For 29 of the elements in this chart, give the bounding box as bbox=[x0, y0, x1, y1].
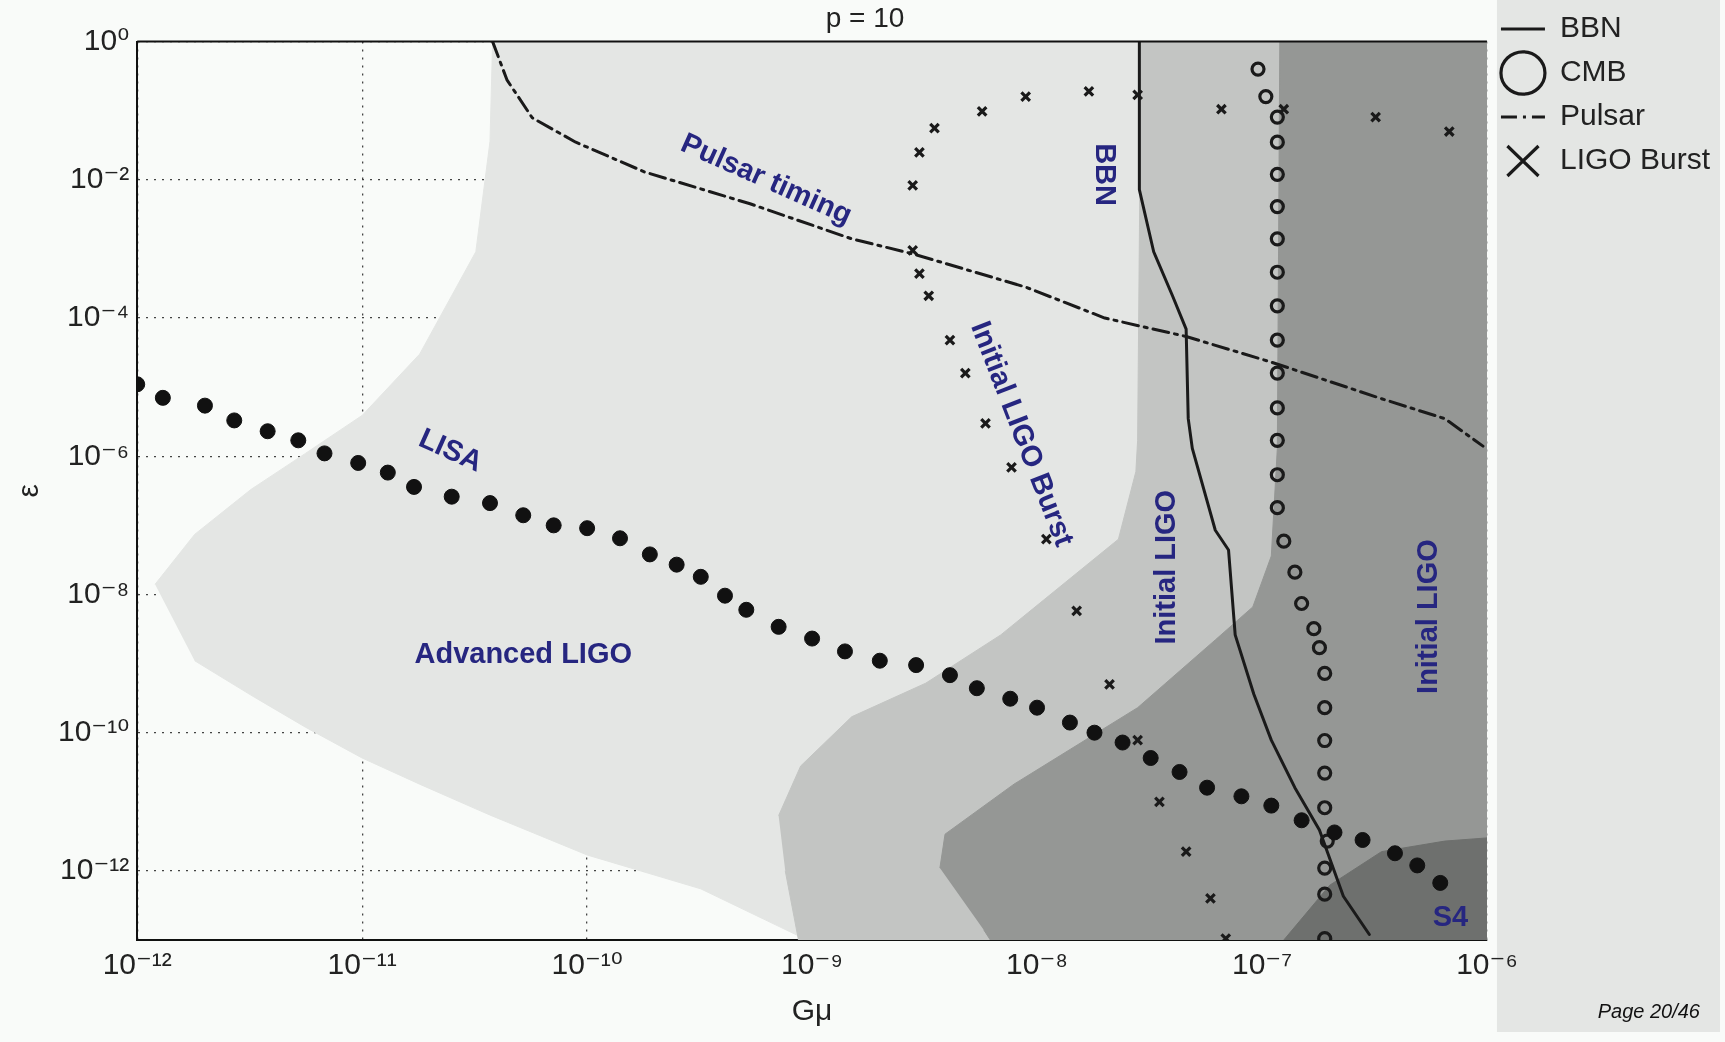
x-tick-label: 10⁻¹² bbox=[102, 947, 172, 981]
x-tick-label: 10⁻⁹ bbox=[781, 947, 844, 981]
annotation: Initial LIGO Burst bbox=[965, 316, 1082, 551]
annotation: LISA bbox=[414, 421, 488, 478]
text: Page 20/46 bbox=[1597, 999, 1701, 1022]
y-tick-label: 10⁻⁸ bbox=[67, 575, 130, 609]
x-tick-label: 10⁻¹⁰ bbox=[551, 947, 623, 981]
y-tick-label: 10⁻² bbox=[70, 161, 130, 195]
legend-label: Pulsar bbox=[1559, 98, 1645, 132]
x-tick-label: 10⁻¹¹ bbox=[327, 947, 397, 981]
annotation: S4 bbox=[1432, 899, 1469, 932]
y-tick-label: 10⁰ bbox=[83, 22, 130, 56]
y-tick-label: 10⁻¹⁰ bbox=[57, 713, 130, 747]
x-tick-label: 10⁻⁶ bbox=[1456, 947, 1518, 981]
legend-label: CMB bbox=[1559, 54, 1627, 88]
annotation: BBN bbox=[1089, 143, 1122, 206]
annotation: Advanced LIGO bbox=[414, 637, 633, 670]
y-tick-label: 10⁻¹² bbox=[60, 852, 130, 886]
annotation: Initial LIGO bbox=[1149, 489, 1182, 645]
x-axis-title: Gμ bbox=[791, 993, 833, 1027]
y-axis-title: ε bbox=[11, 484, 45, 498]
y-tick-label: 10⁻⁶ bbox=[67, 437, 130, 471]
chart-title: p = 10 bbox=[825, 1, 905, 33]
annotation: Initial LIGO bbox=[1410, 539, 1443, 694]
x-tick-label: 10⁻⁸ bbox=[1006, 947, 1068, 981]
legend-label: LIGO Burst bbox=[1559, 142, 1711, 176]
legend-label: BBN bbox=[1559, 10, 1622, 44]
x-tick-label: 10⁻⁷ bbox=[1231, 947, 1293, 981]
y-tick-label: 10⁻⁴ bbox=[67, 299, 130, 333]
